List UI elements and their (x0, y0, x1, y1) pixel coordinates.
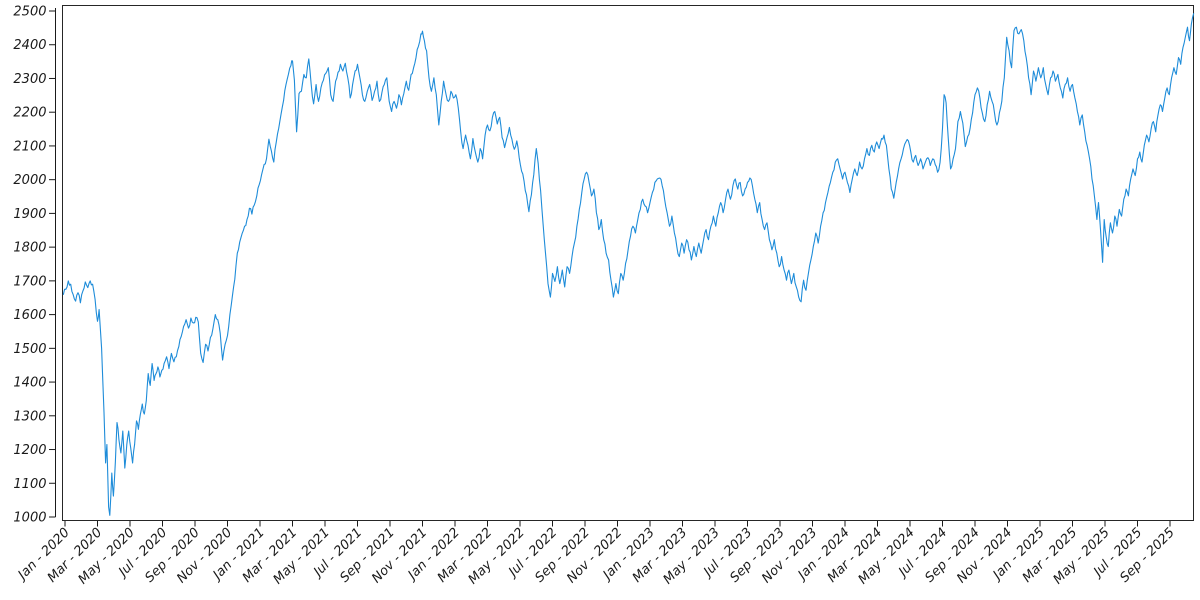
plot-area-background (62, 5, 1194, 521)
y-tick-label: 1300 (13, 409, 46, 424)
plot-border (62, 5, 1194, 521)
y-tick-label: 2300 (13, 72, 46, 87)
y-tick-label: 1600 (13, 308, 46, 323)
y-tick-label: 2200 (13, 106, 46, 121)
y-tick-label: 2500 (13, 5, 46, 20)
y-axis: 1000 1100 1200 1300 1400 1500 1600 1700 1800 1900… (13, 5, 56, 526)
y-tick-label: 1900 (13, 207, 46, 222)
y-tick-label: 1800 (13, 241, 46, 256)
y-tick-label: 2400 (13, 38, 46, 53)
price-series-line (62, 13, 1195, 516)
y-tick-label: 2000 (13, 173, 46, 188)
y-tick-label: 1000 (13, 511, 46, 526)
y-tick-label: 1200 (13, 443, 46, 458)
y-tick-label: 1400 (13, 376, 46, 391)
y-tick-label: 1500 (13, 342, 46, 357)
y-tick-label: 1700 (13, 274, 46, 289)
y-tick-label: 1100 (13, 477, 46, 492)
y-tick-label: 2100 (13, 139, 46, 154)
